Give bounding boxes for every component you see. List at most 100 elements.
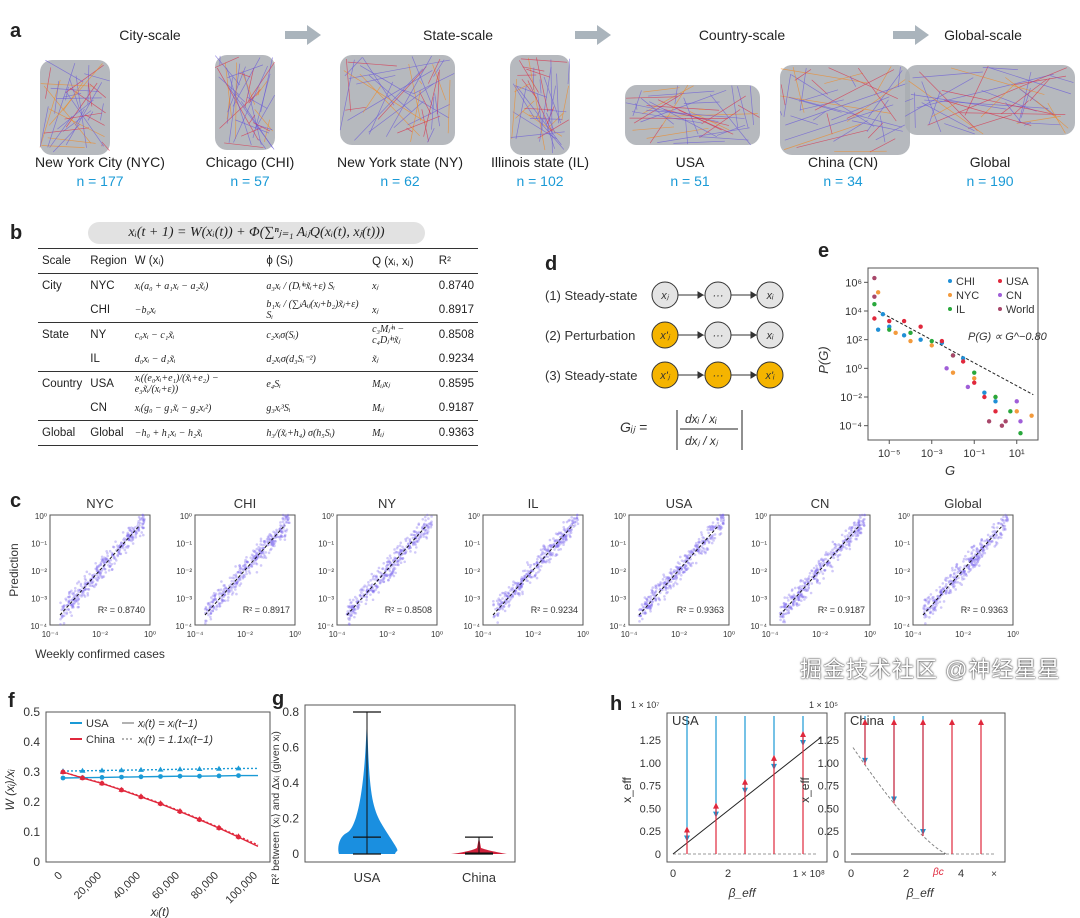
data-point	[103, 556, 106, 559]
data-point	[404, 537, 407, 541]
node-label: xᵢ	[766, 290, 775, 302]
data-point	[137, 527, 141, 531]
data-point	[824, 551, 828, 554]
x-tick-label: 20,000	[72, 870, 104, 902]
data-point	[792, 599, 795, 603]
data-point-NYC	[1014, 409, 1019, 414]
data-point	[401, 548, 405, 552]
data-point	[722, 518, 726, 522]
data-point	[857, 524, 860, 528]
data-point	[713, 525, 717, 529]
data-point	[640, 603, 644, 606]
data-point	[797, 590, 801, 594]
data-point	[381, 567, 384, 571]
cell-scale: City	[42, 280, 62, 292]
data-point	[813, 577, 816, 580]
data-point	[826, 562, 830, 565]
data-point	[561, 537, 565, 540]
data-point	[389, 556, 393, 560]
data-point	[239, 566, 242, 570]
cell-region: CHI	[90, 304, 111, 316]
data-point	[247, 566, 251, 570]
data-point	[413, 530, 416, 533]
y-multiplier: 1 × 10⁷	[631, 700, 660, 710]
data-point	[782, 613, 785, 616]
data-point	[816, 578, 819, 582]
y-tick-label: 10⁻¹	[318, 540, 334, 549]
data-point	[502, 591, 505, 595]
data-point	[396, 545, 400, 548]
scale-arrow-icon	[893, 25, 929, 45]
data-point	[700, 549, 703, 552]
data-point	[386, 560, 390, 564]
data-point	[643, 596, 647, 599]
data-point	[542, 545, 545, 548]
data-point	[819, 564, 823, 568]
data-point	[371, 598, 375, 602]
data-point	[117, 552, 121, 556]
data-point	[416, 540, 420, 543]
data-point	[694, 561, 698, 565]
y-tick-label: 10⁰	[614, 512, 626, 521]
data-point	[860, 513, 864, 517]
y-tick-label: 10⁻¹	[31, 540, 47, 549]
data-point	[517, 586, 521, 589]
data-point	[99, 563, 103, 567]
data-point	[258, 549, 261, 553]
data-point	[669, 585, 672, 588]
data-point	[119, 552, 122, 556]
data-point	[255, 570, 259, 574]
data-point	[79, 582, 83, 586]
data-point	[573, 517, 577, 521]
data-point	[496, 606, 499, 610]
data-point	[638, 607, 642, 611]
cell-scale	[38, 298, 86, 323]
data-point	[815, 577, 818, 581]
data-point	[644, 611, 648, 615]
data-point	[504, 590, 507, 594]
data-point	[392, 574, 396, 578]
region-name: New York City (NYC)	[35, 154, 165, 170]
data-point	[649, 595, 653, 598]
data-point	[654, 599, 657, 602]
data-point	[108, 549, 112, 553]
data-point	[103, 567, 107, 571]
data-point	[651, 593, 655, 597]
region-map-6	[904, 65, 1075, 135]
region-map-0	[39, 59, 110, 155]
data-point	[286, 518, 290, 522]
data-point	[576, 513, 579, 517]
data-point	[818, 565, 822, 568]
data-point	[177, 766, 183, 772]
data-point	[126, 533, 129, 536]
data-point	[125, 534, 129, 538]
data-point	[825, 561, 828, 565]
data-point	[514, 589, 517, 592]
data-point	[826, 563, 829, 567]
data-point	[137, 515, 141, 519]
data-point	[690, 551, 693, 554]
data-point	[509, 597, 513, 600]
data-point	[408, 544, 411, 548]
data-point	[258, 555, 261, 559]
data-point	[848, 525, 852, 529]
y-tick-label: 10⁻²	[318, 567, 334, 576]
data-point	[248, 571, 252, 575]
data-point	[859, 527, 863, 530]
data-point	[686, 567, 690, 570]
data-point	[953, 576, 956, 580]
data-point	[127, 538, 131, 542]
data-point	[127, 537, 131, 540]
data-point	[267, 536, 270, 540]
data-point	[512, 580, 515, 584]
data-point	[518, 588, 522, 591]
data-point-CN	[944, 366, 949, 371]
data-point	[67, 602, 71, 606]
node-label: x'ⱼ	[659, 330, 671, 342]
x-tick-label: 4	[958, 868, 964, 880]
data-point-CHI	[993, 399, 998, 404]
data-point	[285, 520, 289, 524]
x-tick-label: 10¹	[1009, 448, 1025, 460]
data-point	[965, 558, 968, 561]
data-point	[242, 564, 246, 567]
